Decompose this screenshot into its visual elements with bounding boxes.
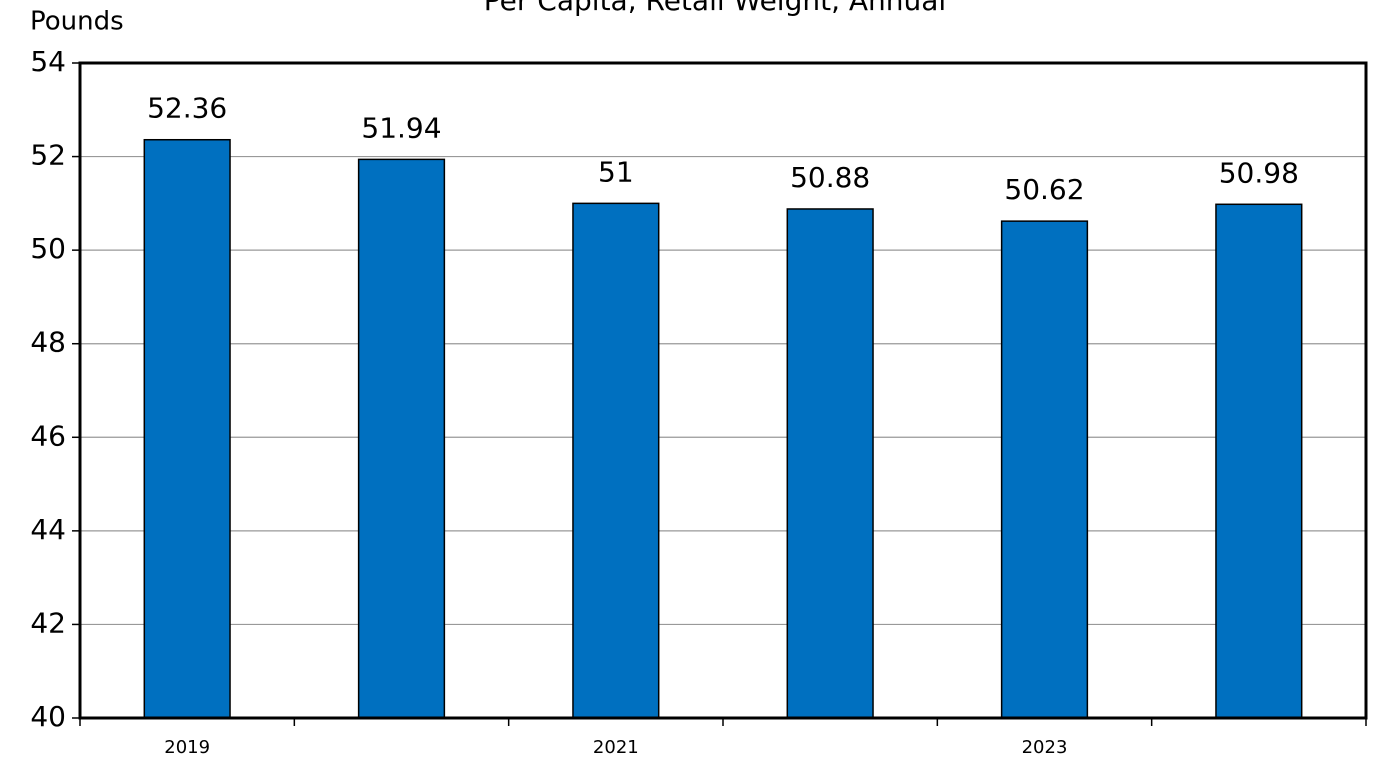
chart-title: Per Capita, Retail Weight, Annual [484, 0, 946, 17]
bar [357, 158, 446, 719]
y-tick-label: 54 [30, 45, 66, 78]
data-label: 50.98 [1219, 156, 1299, 189]
y-tick-label: 42 [30, 606, 66, 639]
y-tick-label: 52 [30, 139, 66, 172]
y-tick-label: 44 [30, 513, 66, 546]
plot-frame [78, 61, 1368, 720]
y-axis-label: Pounds [30, 7, 124, 37]
bar [143, 138, 231, 719]
x-tick-label: 2019 [164, 737, 210, 758]
data-label: 50.88 [790, 161, 870, 194]
y-tick-label: 46 [30, 419, 66, 452]
y-tick-label: 48 [30, 326, 66, 359]
x-tick-label: 2021 [593, 737, 639, 758]
y-tick-label: 50 [30, 232, 66, 265]
bar [1000, 220, 1089, 719]
data-label: 52.36 [147, 92, 227, 125]
y-tick-label: 40 [30, 700, 66, 733]
bar [1215, 203, 1303, 719]
data-label: 50.62 [1004, 173, 1084, 206]
bar [786, 208, 874, 719]
x-tick-label: 2023 [1022, 737, 1068, 758]
bar [572, 202, 660, 719]
data-label: 51.94 [361, 111, 441, 144]
data-label: 51 [598, 155, 634, 188]
